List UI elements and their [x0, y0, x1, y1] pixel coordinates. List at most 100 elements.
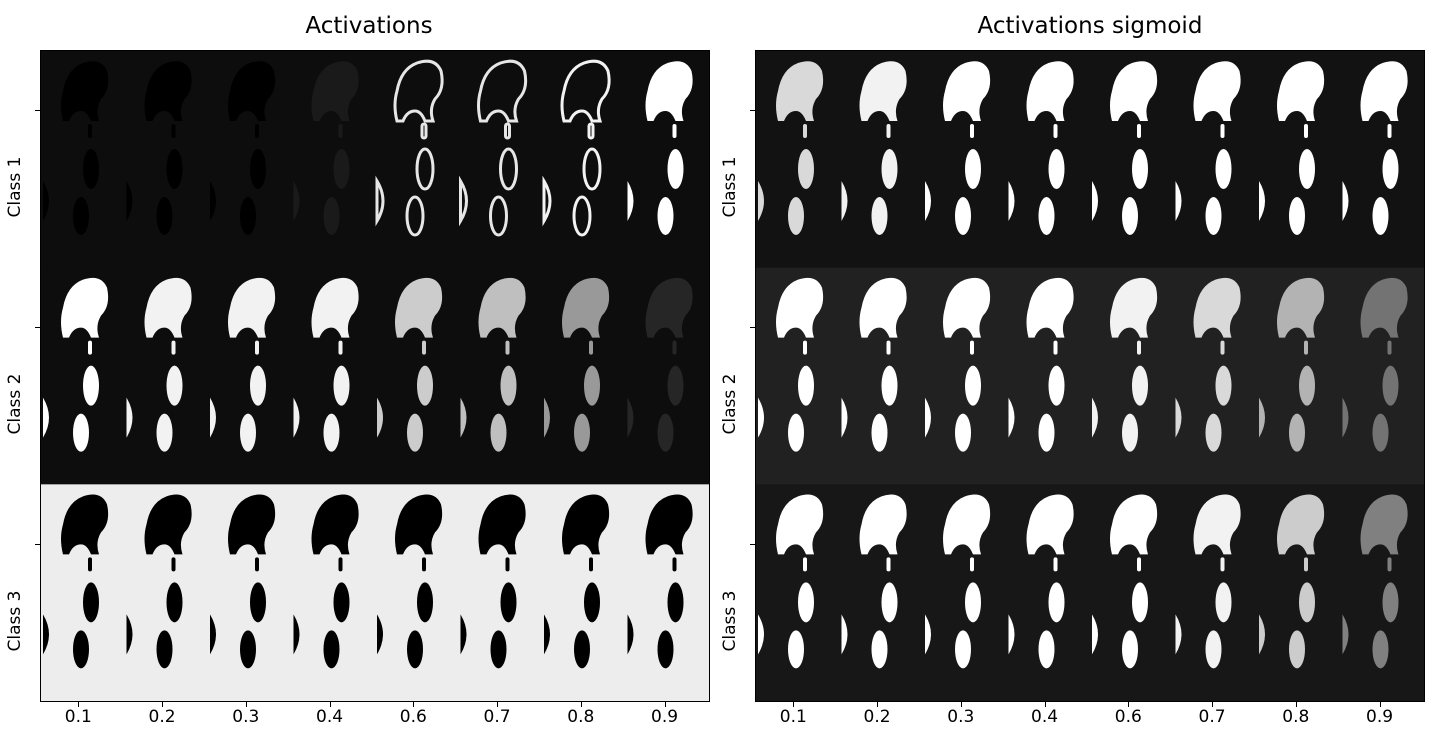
x-tick-label: 0.6: [1114, 707, 1142, 727]
activation-cell: [126, 277, 192, 452]
x-tick-label: 0.4: [316, 707, 344, 727]
heatmap-image: [756, 51, 1424, 701]
activation-cell: [1092, 494, 1158, 669]
y-tick-mark: [35, 109, 40, 111]
y-tick-mark: [750, 109, 755, 111]
x-tick-mark: [1379, 702, 1381, 707]
activation-cell: [293, 277, 359, 452]
x-tick-mark: [1044, 702, 1046, 707]
x-tick-mark: [497, 702, 499, 707]
activation-cell: [544, 494, 610, 669]
activation-cell: [377, 494, 443, 669]
activation-cell: [925, 277, 991, 452]
x-tick-mark: [78, 702, 80, 707]
activation-cell: [627, 61, 693, 235]
x-tick-label: 0.6: [399, 707, 427, 727]
y-tick-label: Class 1: [5, 156, 25, 218]
x-tick-label: 0.1: [779, 707, 807, 727]
x-tick-label: 0.3: [232, 707, 260, 727]
activation-cell: [841, 277, 907, 452]
activation-cell: [377, 277, 443, 452]
activation-cell: [1175, 277, 1241, 452]
activation-cell: [627, 277, 693, 452]
activations-sigmoid-panel: Activations sigmoid 0.1 0.2 0.3 0.4 0.6 0.7 0.…: [717, 0, 1434, 730]
x-tick-mark: [413, 702, 415, 707]
activation-cell: [210, 277, 276, 452]
activation-cell: [1342, 277, 1408, 452]
activation-cell: [758, 61, 824, 235]
x-tick-label: 0.2: [863, 707, 891, 727]
activation-cell: [1259, 494, 1325, 669]
x-tick-label: 0.4: [1031, 707, 1059, 727]
y-tick-mark: [750, 327, 755, 328]
activation-cell: [1259, 277, 1325, 452]
activation-cell: [459, 59, 528, 237]
heatmap-plot: [755, 50, 1425, 702]
activation-cell: [758, 494, 824, 669]
y-tick-label: Class 1: [720, 156, 740, 218]
activation-cell: [925, 61, 991, 235]
activations-panel: Activations 0.1 0.2 0.3 0.4 0.6 0.7 0.8 0.9 Clas…: [5, 13, 710, 727]
activation-cell: [43, 277, 109, 452]
x-tick-label: 0.9: [651, 707, 679, 727]
activation-cell: [1342, 61, 1408, 235]
x-tick-mark: [1128, 702, 1130, 707]
x-tick-mark: [960, 702, 962, 707]
activation-cell: [43, 61, 109, 235]
activation-cell: [1259, 61, 1325, 235]
x-tick-label: 0.8: [567, 707, 595, 727]
activation-cell: [293, 61, 359, 235]
activation-cell: [126, 61, 192, 235]
x-tick-mark: [1212, 702, 1214, 707]
x-tick-mark: [793, 702, 795, 707]
x-tick-label: 0.9: [1366, 707, 1394, 727]
activation-cell: [126, 494, 192, 669]
x-tick-label: 0.2: [148, 707, 176, 727]
activation-cell: [542, 59, 611, 237]
x-tick-label: 0.3: [947, 707, 975, 727]
x-tick-mark: [580, 702, 582, 707]
x-tick-label: 0.7: [1198, 707, 1226, 727]
activation-cell: [841, 61, 907, 235]
activation-cell: [841, 494, 907, 669]
y-tick-label: Class 2: [5, 373, 25, 435]
heatmap-image: [41, 51, 709, 701]
y-tick-mark: [35, 327, 40, 328]
x-tick-mark: [877, 702, 879, 707]
activation-cell: [1008, 277, 1074, 452]
x-tick-label: 0.8: [1282, 707, 1310, 727]
y-tick-mark: [750, 544, 755, 546]
activation-cell: [1008, 61, 1074, 235]
activation-cell: [1175, 61, 1241, 235]
activation-cell: [210, 494, 276, 669]
activation-cell: [210, 61, 276, 235]
activation-cell: [544, 277, 610, 452]
activation-cell: [1175, 494, 1241, 669]
activation-cell: [460, 494, 526, 669]
x-tick-mark: [329, 702, 331, 707]
activation-cell: [1008, 494, 1074, 669]
activation-cell: [925, 494, 991, 669]
heatmap-plot: [40, 50, 710, 702]
x-tick-label: 0.1: [64, 707, 92, 727]
activation-cell: [1342, 494, 1408, 669]
x-tick-mark: [162, 702, 164, 707]
activation-cell: [1092, 277, 1158, 452]
activation-cell: [627, 494, 693, 669]
activation-cell: [1092, 61, 1158, 235]
y-tick-label: Class 3: [5, 590, 25, 652]
y-tick-mark: [35, 544, 40, 546]
x-tick-mark: [1295, 702, 1297, 707]
activation-cell: [293, 494, 359, 669]
activation-cell: [758, 277, 824, 452]
x-tick-mark: [664, 702, 666, 707]
x-tick-mark: [245, 702, 247, 707]
activation-cell: [460, 277, 526, 452]
y-tick-label: Class 3: [720, 590, 740, 652]
chart-title: Activations: [305, 13, 433, 39]
activation-cell: [43, 494, 109, 669]
x-tick-label: 0.7: [483, 707, 511, 727]
chart-title: Activations sigmoid: [977, 13, 1203, 39]
activation-cell: [375, 59, 444, 237]
y-tick-label: Class 2: [720, 373, 740, 435]
